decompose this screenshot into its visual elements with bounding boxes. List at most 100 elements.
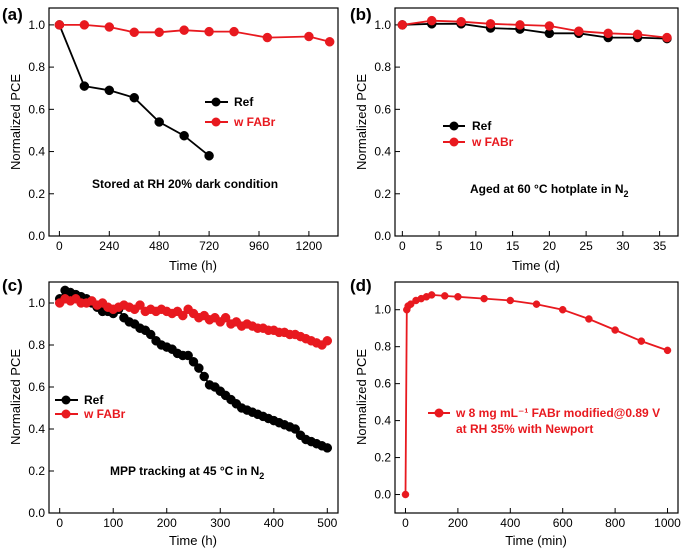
x-tick-label: 100 [103, 516, 123, 530]
series-fabr-point [178, 310, 188, 321]
series-fabr-point [220, 312, 231, 323]
series-fabr-line [404, 293, 668, 495]
panel-b-legend: Ref w FABr [443, 119, 514, 149]
series-fabr-point [135, 300, 145, 310]
series-ref-point [154, 117, 164, 127]
series-fabr-point [611, 326, 619, 334]
series-fabr-point [515, 20, 525, 30]
series-fabr-point [54, 20, 65, 30]
legend-fabr-label: w FABr [471, 135, 514, 149]
y-tick-label: 0.8 [374, 340, 391, 354]
y-tick-label: 0.0 [374, 229, 391, 243]
panel-c-label: (c) [2, 276, 23, 295]
panel-d-plot-area [394, 281, 679, 514]
panel-c-legend: Ref w FABr [55, 393, 126, 421]
series-fabr-point [662, 32, 672, 43]
series-fabr-point [427, 15, 437, 26]
panel-d-series [401, 291, 672, 499]
legend-fabr-marker [211, 117, 221, 127]
legend-fabr-label: w FABr [233, 115, 276, 129]
y-tick-label: 0.6 [374, 377, 391, 391]
series-ref-point [199, 371, 209, 382]
series-ref-point [145, 329, 156, 340]
y-tick-label: 0.0 [28, 506, 45, 520]
panel-b-ticks: 0 5 10 15 20 25 30 35 0.0 0.2 0.4 0.6 0.8 1.0 [374, 18, 666, 253]
y-tick-label: 0.4 [374, 145, 391, 159]
y-tick-label: 0.4 [374, 414, 391, 428]
panel-a-plot-area [48, 7, 339, 237]
x-tick-label: 480 [149, 239, 169, 253]
x-tick-label: 200 [157, 516, 177, 530]
y-tick-label: 1.0 [28, 296, 45, 310]
y-tick-label: 0.2 [374, 451, 391, 465]
series-fabr-point [603, 28, 613, 39]
series-fabr-point [427, 291, 436, 299]
panel-c-ylabel: Normalized PCE [8, 349, 23, 445]
series-fabr-point [262, 32, 273, 43]
series-fabr-point [574, 26, 584, 36]
panel-d-ticks: 0 200 400 600 800 1000 0.0 0.2 0.4 0.6 0.8 1.0 [374, 303, 681, 530]
panel-a-ylabel: Normalized PCE [8, 74, 23, 170]
series-fabr-point [104, 22, 115, 32]
y-tick-label: 0.4 [28, 145, 45, 159]
x-tick-label: 10 [469, 239, 483, 253]
series-ref-line [402, 22, 668, 40]
panel-d-legend: w 8 mg mL⁻¹ FABr modified@0.89 V at RH 3… [428, 406, 660, 436]
legend-ref-marker [211, 97, 221, 107]
y-tick-label: 0.6 [28, 102, 45, 116]
series-fabr-point [663, 346, 672, 355]
legend-ref-marker [449, 121, 459, 131]
series-fabr-point [441, 292, 449, 300]
legend-fabr-label-line2: at RH 35% with Newport [456, 422, 593, 436]
panel-c-plot-area [48, 281, 339, 514]
y-tick-label: 1.0 [28, 18, 45, 32]
legend-fabr-marker [61, 409, 71, 419]
x-tick-label: 35 [653, 239, 667, 253]
y-tick-label: 0.6 [374, 102, 391, 116]
y-tick-label: 0.2 [28, 187, 45, 201]
x-tick-label: 600 [553, 516, 573, 530]
series-fabr-point [637, 337, 646, 345]
series-fabr-point [324, 37, 335, 47]
legend-ref-label: Ref [84, 393, 104, 407]
y-tick-label: 0.2 [28, 464, 45, 478]
series-fabr-line [59, 23, 330, 43]
series-ref-point [179, 130, 189, 141]
x-tick-label: 400 [500, 516, 520, 530]
series-ref-point [322, 443, 333, 453]
y-tick-label: 0.8 [28, 338, 45, 352]
y-tick-label: 0.2 [374, 187, 391, 201]
series-fabr-point [456, 16, 466, 27]
series-ref-point [188, 357, 199, 367]
series-fabr-point [544, 21, 555, 31]
x-tick-label: 25 [579, 239, 593, 253]
panel-a-series [54, 20, 335, 161]
panel-b-annotation: Aged at 60 °C hotplate in N2 [470, 182, 629, 199]
panel-a-annotation: Stored at RH 20% dark condition [92, 177, 278, 191]
series-fabr-point [129, 27, 139, 38]
y-tick-label: 1.0 [374, 303, 391, 317]
y-tick-label: 0.6 [28, 380, 45, 394]
legend-ref-label: Ref [234, 95, 254, 109]
x-tick-label: 200 [448, 516, 468, 530]
x-tick-label: 5 [436, 239, 443, 253]
y-tick-label: 0.8 [28, 60, 45, 74]
series-fabr-point [454, 293, 462, 301]
annotation-main: Aged at 60 °C hotplate in N [470, 182, 623, 196]
series-ref-point [194, 363, 204, 373]
legend-fabr-label: w FABr [83, 407, 126, 421]
y-tick-label: 0.0 [28, 229, 45, 243]
x-tick-label: 1200 [296, 239, 323, 253]
x-tick-label: 0 [56, 516, 63, 530]
series-fabr-point [632, 29, 643, 40]
series-fabr-point [585, 315, 593, 323]
panel-d-ylabel: Normalized PCE [354, 349, 369, 445]
annotation-subscript: 2 [623, 189, 628, 199]
x-tick-label: 0 [402, 516, 409, 530]
x-tick-label: 0 [399, 239, 406, 253]
panel-a-label: (a) [2, 5, 23, 24]
legend-fabr-label: w 8 mg mL⁻¹ FABr modified@0.89 V [455, 406, 660, 420]
panel-b-xlabel: Time (d) [512, 258, 560, 273]
series-fabr-point [204, 26, 214, 37]
x-tick-label: 400 [264, 516, 284, 530]
